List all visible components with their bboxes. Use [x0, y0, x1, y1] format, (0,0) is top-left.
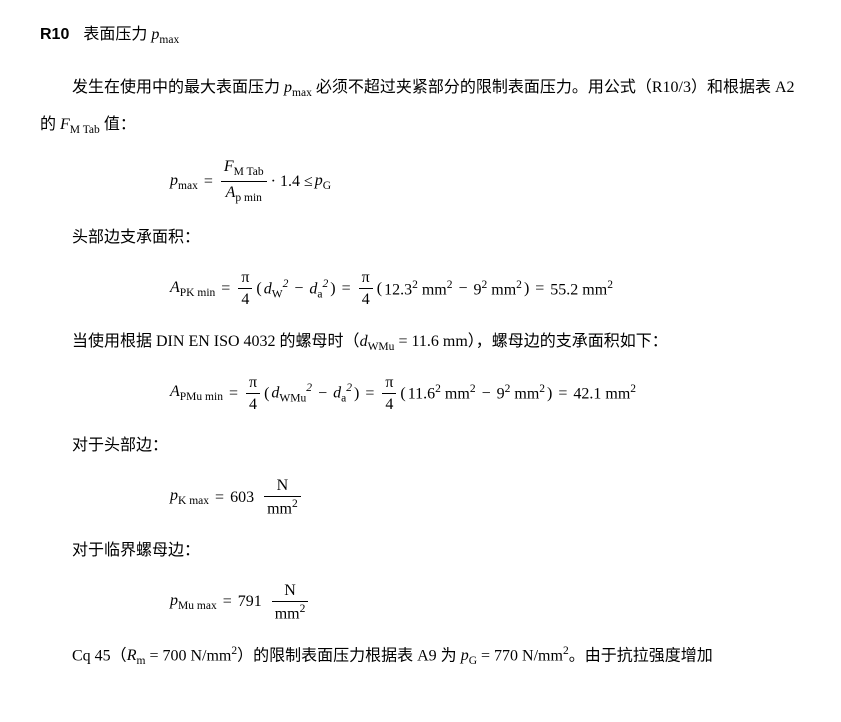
heading-symbol: pmax [151, 26, 179, 43]
subhead-head-side: 对于头部边： [40, 430, 801, 462]
subhead-head-bearing-area: 头部边支承面积： [40, 222, 801, 254]
subhead-nut-side: 对于临界螺母边： [40, 535, 801, 567]
p1-text1: 发生在使用中的最大表面压力 [72, 79, 284, 96]
equation-apkmin: APK min = π4 (dW2 − da2) = π4 (12.32 mm2… [40, 268, 801, 309]
equation-pkmax: pK max = 603 N mm2 [40, 476, 801, 519]
heading-title-pre: 表面压力 [83, 26, 151, 43]
p3-text4: = 770 N/mm [477, 647, 563, 664]
p3-text2: = 700 N/mm [145, 647, 231, 664]
p1-sym2: FM Tab [60, 116, 100, 133]
paragraph-cq45: Cq 45（Rm = 700 N/mm2）的限制表面压力根据表 A9 为 pG … [40, 640, 801, 674]
heading-title: 表面压力 pmax [83, 26, 179, 43]
p2-text2: = 11.6 mm），螺母边的支承面积如下： [394, 333, 667, 350]
equation-pmax: pmax = FM Tab Ap min · 1.4 ≤ pG [40, 157, 801, 206]
p2-text1: 当使用根据 DIN EN ISO 4032 的螺母时（ [72, 333, 360, 350]
p1-sym1: pmax [284, 79, 312, 96]
p3-text5: 。由于抗拉强度增加 [569, 647, 713, 664]
document-page: R10 表面压力 pmax 发生在使用中的最大表面压力 pmax 必须不超过夹紧… [0, 0, 841, 673]
p3-text1: Cq 45（ [72, 647, 127, 664]
paragraph-intro: 发生在使用中的最大表面压力 pmax 必须不超过夹紧部分的限制表面压力。用公式（… [40, 70, 801, 143]
p3-sym2: pG [461, 647, 477, 664]
p3-sym1: Rm [127, 647, 146, 664]
p3-text3: ）的限制表面压力根据表 A9 为 [237, 647, 461, 664]
p1-text3: 值： [100, 116, 136, 133]
paragraph-nut: 当使用根据 DIN EN ISO 4032 的螺母时（dWMu = 11.6 m… [40, 326, 801, 359]
section-heading: R10 表面压力 pmax [40, 20, 801, 46]
heading-tag: R10 [40, 26, 69, 43]
equation-pmumax: pMu max = 791 N mm2 [40, 581, 801, 624]
p2-sym: dWMu [360, 333, 395, 350]
equation-apmumin: APMu min = π4 (dWMu2 − da2) = π4 (11.62 … [40, 373, 801, 414]
